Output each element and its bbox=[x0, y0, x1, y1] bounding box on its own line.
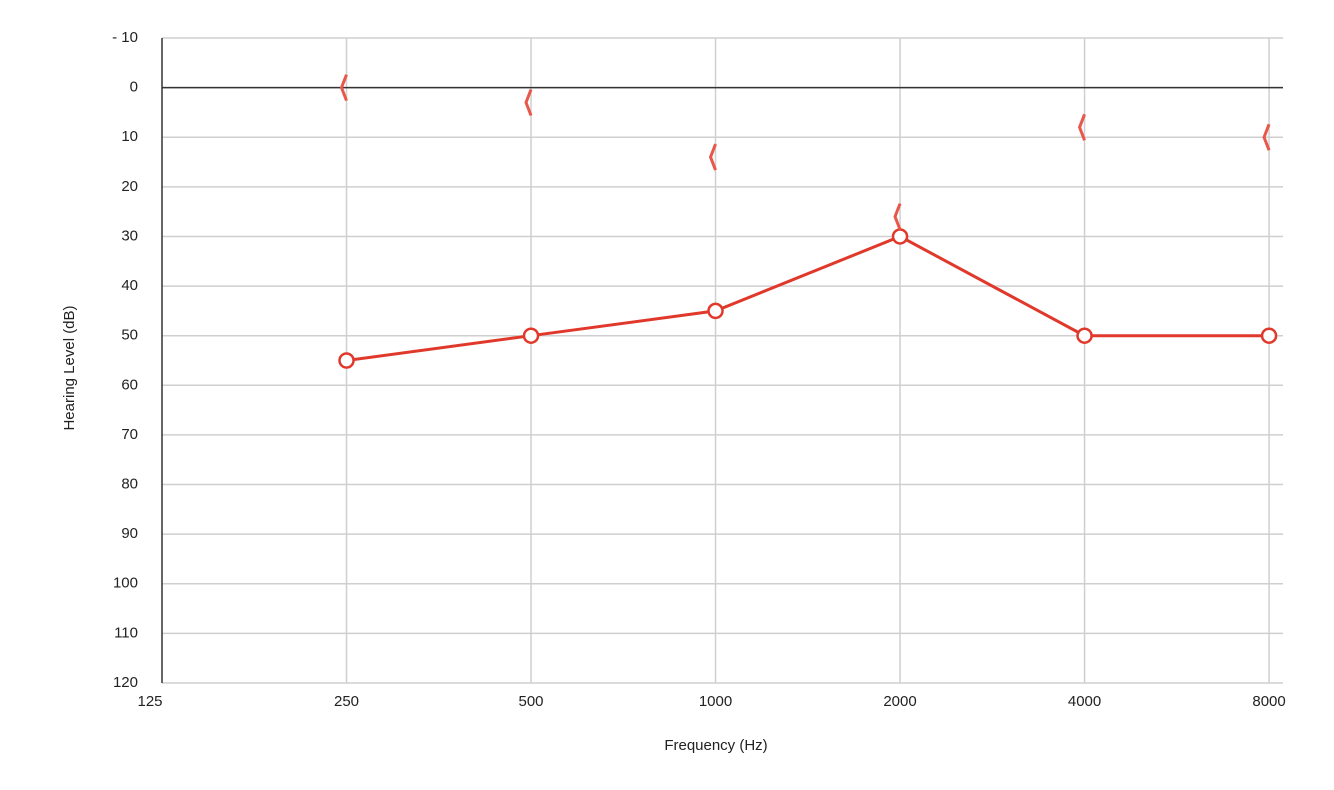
x-tick-label: 500 bbox=[519, 693, 544, 710]
x-tick-label: 8000 bbox=[1252, 693, 1285, 710]
bracket-marker bbox=[1077, 113, 1086, 141]
x-tick-label: 4000 bbox=[1068, 693, 1101, 710]
x-tick-label: 2000 bbox=[883, 693, 916, 710]
y-axis-title: Hearing Level (dB) bbox=[61, 305, 78, 430]
x-tick-label: 125 bbox=[137, 693, 162, 710]
bracket-marker bbox=[524, 88, 533, 117]
point-marker bbox=[338, 352, 355, 369]
point-marker bbox=[1076, 327, 1093, 344]
bracket-marker bbox=[708, 143, 717, 171]
y-tick-label: 90 bbox=[121, 525, 138, 542]
y-tick-label: 100 bbox=[113, 575, 138, 592]
y-tick-label: 50 bbox=[121, 327, 138, 344]
x-tick-label: 1000 bbox=[699, 693, 732, 710]
y-tick-label: 0 bbox=[130, 79, 138, 96]
y-tick-label: 10 bbox=[121, 128, 138, 145]
y-tick-label: 40 bbox=[121, 277, 138, 294]
x-tick-label: 250 bbox=[334, 693, 359, 710]
series-line bbox=[346, 234, 1270, 362]
x-axis-title: Frequency (Hz) bbox=[664, 737, 767, 754]
bracket-marker bbox=[893, 203, 902, 231]
point-marker bbox=[891, 228, 909, 245]
y-tick-label: 110 bbox=[114, 624, 138, 641]
y-tick-label: - 10 bbox=[112, 29, 138, 46]
bracket-marker bbox=[1262, 123, 1271, 151]
y-tick-label: 80 bbox=[121, 476, 138, 493]
point-marker bbox=[1260, 327, 1278, 344]
bracket-marker bbox=[339, 74, 348, 102]
y-tick-label: 30 bbox=[121, 227, 138, 244]
y-tick-label: 120 bbox=[113, 674, 138, 691]
y-tick-label: 20 bbox=[121, 178, 138, 195]
y-tick-label: 60 bbox=[121, 376, 138, 393]
y-tick-label: 70 bbox=[121, 426, 138, 443]
point-marker bbox=[522, 327, 540, 344]
point-marker bbox=[707, 302, 724, 320]
